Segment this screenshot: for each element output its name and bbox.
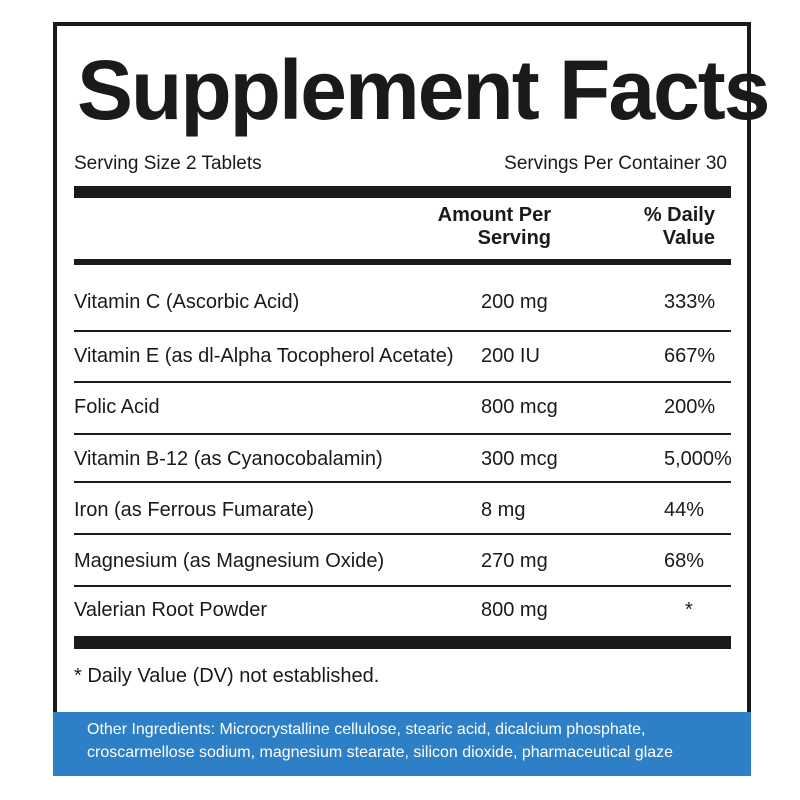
daily-value-header: % Daily Value	[587, 204, 715, 250]
panel-title: Supplement Facts	[77, 43, 770, 137]
nutrient-row: Vitamin E (as dl-Alpha Tocopherol Acetat…	[74, 336, 731, 376]
row-divider	[74, 533, 731, 535]
top-thick-rule	[74, 186, 731, 198]
amount-per-serving-header: Amount Per Serving	[397, 204, 551, 250]
nutrient-row: Vitamin C (Ascorbic Acid) 200 mg 333%	[74, 282, 731, 322]
supplement-facts-panel: Supplement Facts Serving Size 2 Tablets …	[53, 22, 770, 776]
dv-header-line2: Value	[662, 227, 715, 249]
bottom-thick-rule	[74, 636, 731, 649]
row-divider	[74, 585, 731, 587]
nutrient-amount: 200 mg	[481, 291, 548, 313]
row-divider	[74, 481, 731, 483]
row-divider	[74, 433, 731, 435]
row-divider	[74, 330, 731, 332]
nutrient-daily-value: 44%	[664, 499, 705, 521]
nutrient-amount: 300 mcg	[481, 448, 558, 470]
nutrient-amount: 8 mg	[481, 499, 526, 521]
header-rule	[74, 259, 731, 265]
other-ingredients-line1: Other Ingredients: Microcrystalline cell…	[87, 721, 646, 738]
nutrient-amount: 270 mg	[481, 550, 548, 572]
nutrient-row: Magnesium (as Magnesium Oxide) 270 mg 68…	[74, 541, 731, 581]
nutrient-name: Valerian Root Powder	[74, 599, 268, 621]
nutrient-daily-value: 200%	[664, 396, 716, 418]
nutrient-name: Folic Acid	[74, 396, 160, 418]
nutrient-row: Iron (as Ferrous Fumarate) 8 mg 44%	[74, 490, 731, 530]
nutrient-amount: 800 mg	[481, 599, 548, 621]
nutrient-daily-value: 333%	[664, 291, 716, 313]
daily-value-footnote: * Daily Value (DV) not established.	[74, 665, 380, 687]
other-ingredients-band: Other Ingredients: Microcrystalline cell…	[53, 712, 751, 776]
amount-header-line2: Serving	[477, 227, 551, 249]
nutrient-row: Folic Acid 800 mcg 200%	[74, 387, 731, 427]
servings-per-container: Servings Per Container 30	[504, 153, 727, 174]
nutrient-amount: 200 IU	[481, 345, 540, 367]
nutrient-row: Vitamin B-12 (as Cyanocobalamin) 300 mcg…	[74, 439, 732, 479]
dv-header-line1: % Daily	[643, 204, 715, 226]
nutrient-name: Vitamin C (Ascorbic Acid)	[74, 291, 300, 313]
amount-header-line1: Amount Per	[437, 204, 551, 226]
serving-size: Serving Size 2 Tablets	[74, 153, 262, 174]
other-ingredients-line2: croscarmellose sodium, magnesium stearat…	[87, 744, 674, 761]
nutrient-name: Vitamin E (as dl-Alpha Tocopherol Acetat…	[74, 345, 454, 367]
nutrient-name: Vitamin B-12 (as Cyanocobalamin)	[74, 448, 383, 470]
row-divider	[74, 381, 731, 383]
nutrient-daily-value: 667%	[664, 345, 716, 367]
nutrient-daily-value: 5,000%	[664, 448, 732, 470]
nutrient-daily-value: 68%	[664, 550, 705, 572]
nutrient-name: Magnesium (as Magnesium Oxide)	[74, 550, 385, 572]
nutrient-daily-value: *	[685, 599, 693, 621]
nutrient-name: Iron (as Ferrous Fumarate)	[74, 499, 315, 521]
nutrient-amount: 800 mcg	[481, 396, 558, 418]
nutrient-row: Valerian Root Powder 800 mg *	[74, 590, 731, 630]
